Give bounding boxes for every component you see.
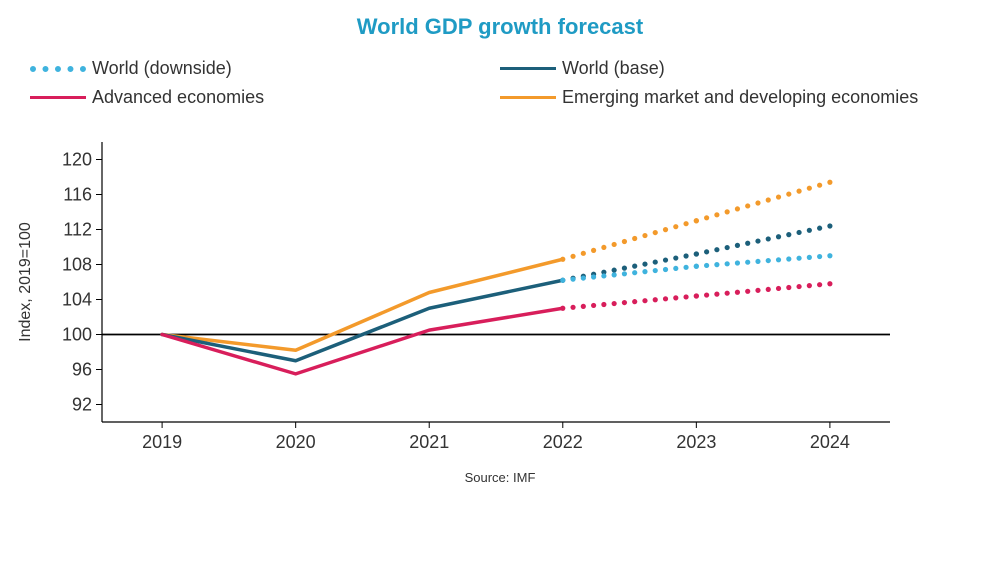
- y-axis-label: Index, 2019=100: [17, 222, 35, 342]
- series-emerging-solid: [162, 259, 563, 350]
- legend-swatch: [500, 96, 556, 99]
- chart-area: Index, 2019=100 929610010410811211612020…: [30, 132, 970, 462]
- legend-label: Emerging market and developing economies: [562, 87, 918, 108]
- series-world-downside: [560, 253, 832, 283]
- chart-title: World GDP growth forecast: [0, 0, 1000, 40]
- x-tick-label: 2024: [810, 432, 850, 452]
- legend-item-emerging: Emerging market and developing economies: [500, 87, 970, 108]
- series-world-base-forecast: [560, 223, 832, 282]
- x-tick-label: 2023: [676, 432, 716, 452]
- series-advanced-forecast: [560, 281, 832, 311]
- legend-label: Advanced economies: [92, 87, 264, 108]
- x-tick-label: 2021: [409, 432, 449, 452]
- x-tick-label: 2022: [543, 432, 583, 452]
- legend-swatch: [500, 67, 556, 70]
- y-tick-label: 108: [62, 255, 92, 275]
- y-tick-label: 96: [72, 360, 92, 380]
- source-caption: Source: IMF: [0, 470, 1000, 485]
- legend-item-advanced: Advanced economies: [30, 87, 500, 108]
- series-emerging-forecast: [560, 180, 832, 262]
- legend-swatch: [30, 66, 86, 72]
- x-tick-label: 2019: [142, 432, 182, 452]
- legend-swatch: [30, 96, 86, 99]
- y-tick-label: 112: [63, 220, 92, 240]
- legend-item-world_base: World (base): [500, 58, 970, 79]
- y-tick-label: 100: [62, 325, 92, 345]
- legend-label: World (base): [562, 58, 665, 79]
- legend: World (downside) World (base) Advanced eco…: [0, 40, 1000, 108]
- y-tick-label: 104: [62, 290, 92, 310]
- y-tick-label: 120: [62, 150, 92, 170]
- y-tick-label: 92: [72, 395, 92, 415]
- legend-item-world_downside: World (downside): [30, 58, 500, 79]
- y-tick-label: 116: [63, 185, 92, 205]
- x-tick-label: 2020: [276, 432, 316, 452]
- line-chart-svg: 92 96 100 104 108 112 116 120 2019 2020 2021 2022 20…: [30, 132, 900, 462]
- legend-label: World (downside): [92, 58, 232, 79]
